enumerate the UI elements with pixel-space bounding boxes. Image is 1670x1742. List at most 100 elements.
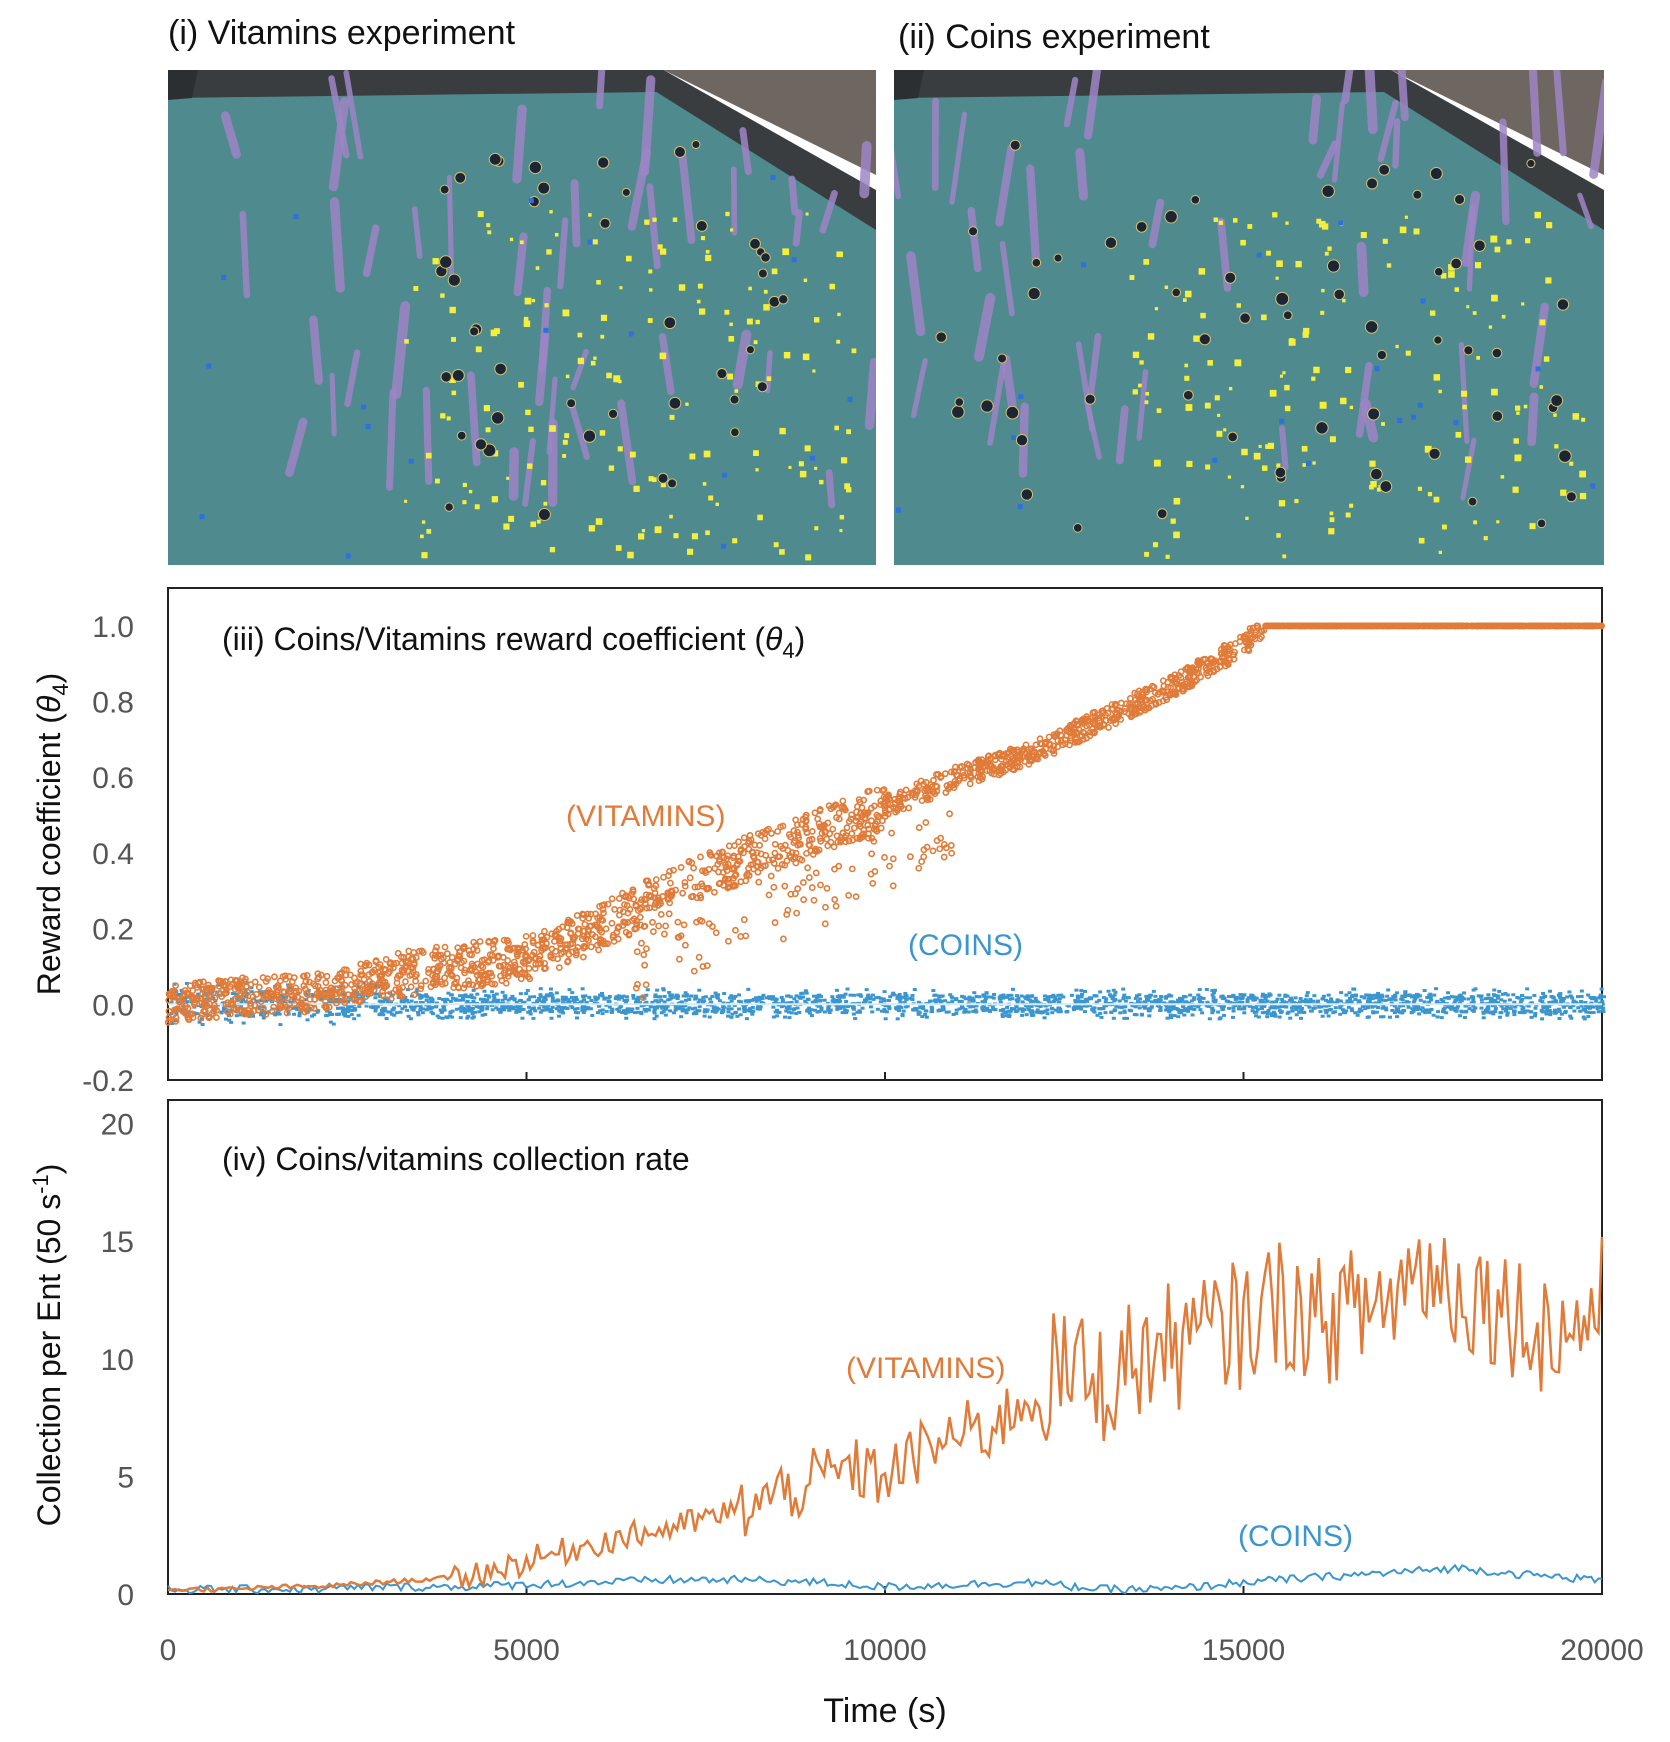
chart3-coins-point	[478, 997, 483, 1001]
chart3-coins-point	[1600, 1002, 1605, 1006]
chart3-coins-point	[1103, 1011, 1108, 1015]
collectible-item	[1295, 260, 1302, 268]
chart3-coins-point	[916, 1000, 921, 1004]
chart3-coins-point	[1146, 1007, 1151, 1011]
obstacle-post	[285, 417, 308, 477]
chart3-vitamins-point	[400, 966, 408, 974]
chart3-coins-point	[241, 1012, 246, 1016]
agent-ball	[691, 139, 701, 150]
chart3-coins-point	[1578, 1009, 1583, 1013]
blue-item	[528, 198, 534, 204]
chart3-vitamins-point	[325, 1003, 333, 1011]
blue-item	[1256, 252, 1262, 258]
chart3-coins-point	[1385, 994, 1390, 998]
chart3-coins-point	[1109, 1010, 1114, 1014]
chart3-vitamins-point	[538, 936, 546, 944]
obstacle-post	[1279, 425, 1289, 471]
collectible-item	[669, 514, 673, 519]
chart3-coins-point	[1576, 1006, 1581, 1010]
collectible-item	[730, 228, 734, 232]
collectible-item	[1173, 531, 1180, 539]
chart3-coins-point	[743, 1009, 748, 1013]
chart3-coins-point	[1466, 997, 1471, 1001]
chart3-coins-point	[1258, 998, 1263, 1002]
chart3-coins-point	[617, 1006, 622, 1010]
collectible-item	[440, 413, 446, 419]
chart3-coins-point	[277, 1012, 282, 1016]
chart3-coins-point	[1180, 998, 1185, 1002]
agent-ball	[1053, 253, 1063, 263]
chart3-vitamins-point	[1022, 741, 1030, 749]
chart3-coins-point	[635, 998, 640, 1002]
chart3-coins-point	[1176, 1015, 1181, 1019]
chart3-coins-point	[1224, 999, 1229, 1003]
chart3-coins-point	[1266, 1009, 1271, 1013]
chart3-coins-point	[840, 995, 845, 999]
chart3-coins-point	[1324, 1011, 1329, 1015]
chart3-coins-point	[482, 989, 487, 993]
chart3-coins-point	[1377, 999, 1382, 1003]
chart3-coins-point	[614, 995, 619, 999]
chart3-coins-point	[1511, 993, 1516, 997]
collectible-item	[1515, 405, 1521, 411]
chart3-vitamins-point	[362, 993, 370, 1001]
chart3-vitamins-point	[441, 974, 448, 982]
chart3-coins-point	[673, 995, 678, 999]
chart3-vitamins-point	[722, 861, 729, 869]
chart3-coins-point	[997, 996, 1002, 1000]
chart3-coins-point	[817, 1009, 822, 1013]
chart3-vitamins-point	[690, 967, 698, 975]
chart3-coins-point	[904, 997, 909, 1001]
blue-item	[722, 472, 728, 478]
chart3-coins-point	[1168, 1008, 1173, 1012]
agent-ball	[469, 326, 480, 337]
collectible-item	[483, 405, 491, 412]
chart3-coins-point	[1298, 997, 1303, 1001]
chart3-coins-point	[468, 1009, 473, 1013]
chart3-coins-point	[312, 1013, 317, 1017]
chart3-coins-point	[1142, 1006, 1147, 1010]
chart3-coins-point	[294, 1006, 299, 1010]
chart3-coins-point	[1159, 994, 1164, 998]
chart3-coins-point	[1058, 1010, 1063, 1014]
chart3-coins-point	[1200, 1011, 1205, 1015]
chart3-coins-point	[1147, 994, 1152, 998]
chart3-coins-point	[1496, 994, 1501, 998]
chart3-coins-point	[678, 1001, 683, 1005]
chart3-coins-point	[1471, 998, 1476, 1002]
chart3-coins-point	[1226, 994, 1231, 998]
chart3-coins-point	[1416, 993, 1421, 997]
chart3-vitamins-point	[476, 938, 484, 945]
chart3-coins-point	[1278, 1010, 1283, 1014]
chart3-coins-point	[948, 993, 953, 997]
chart3-coins-point	[1277, 993, 1282, 997]
chart3-coins-point	[1417, 1012, 1422, 1016]
chart3-coins-point	[267, 998, 272, 1002]
chart3-coins-point	[729, 1007, 734, 1011]
chart3-coins-point	[343, 1007, 348, 1011]
chart3-vitamins-point	[197, 1014, 205, 1022]
chart3-coins-point	[1353, 1011, 1358, 1015]
chart3-coins-point	[1428, 998, 1433, 1002]
chart3-coins-point	[1413, 994, 1418, 998]
chart3-coins-point	[413, 1001, 418, 1005]
collectible-item	[1184, 290, 1192, 298]
chart3-coins-point	[461, 994, 466, 998]
chart3-vitamins-point	[268, 992, 275, 1000]
collectible-item	[804, 445, 811, 452]
chart3-coins-point	[870, 993, 875, 997]
collectible-item	[763, 289, 768, 294]
chart3-vitamins-point	[1034, 755, 1042, 763]
chart3-coins-point	[1038, 1004, 1043, 1008]
collectible-item	[1322, 223, 1329, 230]
chart3-coins-point	[1479, 1006, 1484, 1010]
chart3-coins-point	[709, 1000, 714, 1004]
chart3-coins-point	[1106, 989, 1111, 993]
chart3-coins-point	[851, 993, 856, 997]
chart3-vitamins-point	[652, 876, 660, 884]
chart3-coins-point	[1493, 1007, 1498, 1011]
chart3-coins-point	[1285, 1011, 1290, 1015]
chart3-coins-point	[1386, 988, 1391, 992]
chart3-vitamins-point	[865, 830, 872, 838]
collectible-item	[577, 332, 583, 338]
